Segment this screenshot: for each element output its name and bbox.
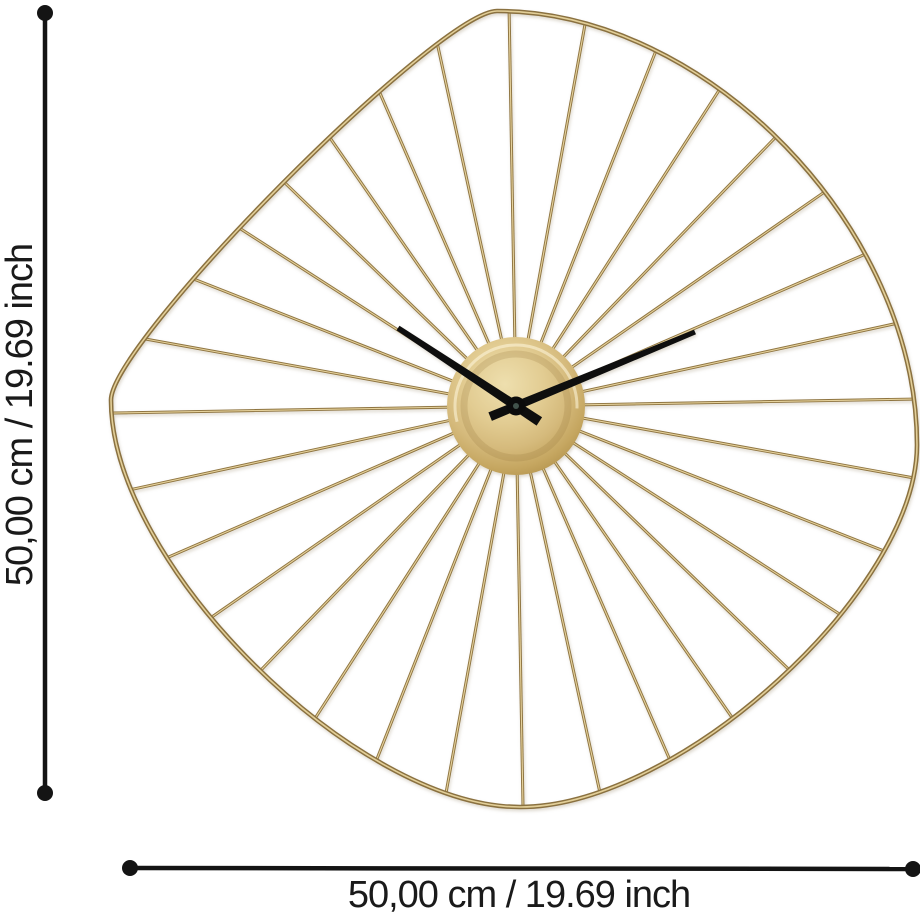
clock-face-sheen — [453, 343, 579, 469]
clock-hub-center — [513, 403, 519, 409]
clock-spoke-highlight — [520, 427, 601, 791]
clock-spoke-highlight — [523, 51, 657, 386]
clock-spoke-highlight — [524, 425, 670, 759]
clock-spoke-highlight — [519, 24, 586, 385]
clock-spoke-highlight — [284, 182, 501, 392]
clock-spoke-highlight — [132, 410, 495, 490]
clock-spoke-highlight — [537, 323, 895, 402]
clock-spoke-highlight — [527, 90, 720, 388]
clock-spoke-highlight — [379, 92, 508, 387]
clock-spoke-highlight — [437, 45, 512, 385]
dimension-endpoint-dot — [905, 861, 920, 877]
clock-spoke-highlight — [533, 192, 824, 394]
dimension-endpoint-dot — [37, 5, 53, 21]
clock-frame-highlight — [110, 10, 918, 808]
wall-clock — [108, 8, 920, 810]
clock-spoke-highlight — [112, 405, 495, 414]
clock-spoke-highlight — [315, 424, 505, 718]
clock-spoke-highlight — [537, 409, 913, 479]
clock-spoke-highlight — [167, 414, 497, 558]
dimension-endpoint-dot — [122, 860, 138, 876]
clock-spokes-highlight — [112, 12, 913, 806]
clock-spoke-highlight — [376, 426, 509, 760]
clock-spoke-highlight — [515, 427, 524, 806]
dimension-annotations — [37, 5, 920, 877]
dimension-endpoint-dot — [37, 785, 53, 801]
clock-spoke-highlight — [194, 278, 496, 399]
clock-spoke-highlight — [536, 413, 884, 552]
clock-spoke-highlight — [211, 418, 499, 618]
clock-spoke-highlight — [445, 427, 513, 793]
clock-spoke-highlight — [260, 421, 502, 671]
clock-spoke-highlight — [534, 417, 840, 615]
clock-spoke-highlight — [508, 12, 517, 385]
clock-spoke-highlight — [329, 138, 504, 389]
clock-spoke-highlight — [531, 420, 789, 670]
clock-spoke-highlight — [537, 398, 913, 407]
clock-hour-hand — [396, 325, 543, 426]
width-dimension-line — [129, 865, 914, 872]
clock-spoke-highlight — [530, 137, 776, 391]
clock-face-crease — [460, 350, 572, 462]
clock-minute-hand — [488, 329, 696, 421]
height-dimension-label: 50,00 cm / 19.69 inch — [0, 243, 41, 587]
clock-spoke-highlight — [528, 423, 733, 718]
width-dimension-label: 50,00 cm / 19.69 inch — [347, 874, 691, 916]
clock-spoke-highlight — [145, 338, 495, 403]
